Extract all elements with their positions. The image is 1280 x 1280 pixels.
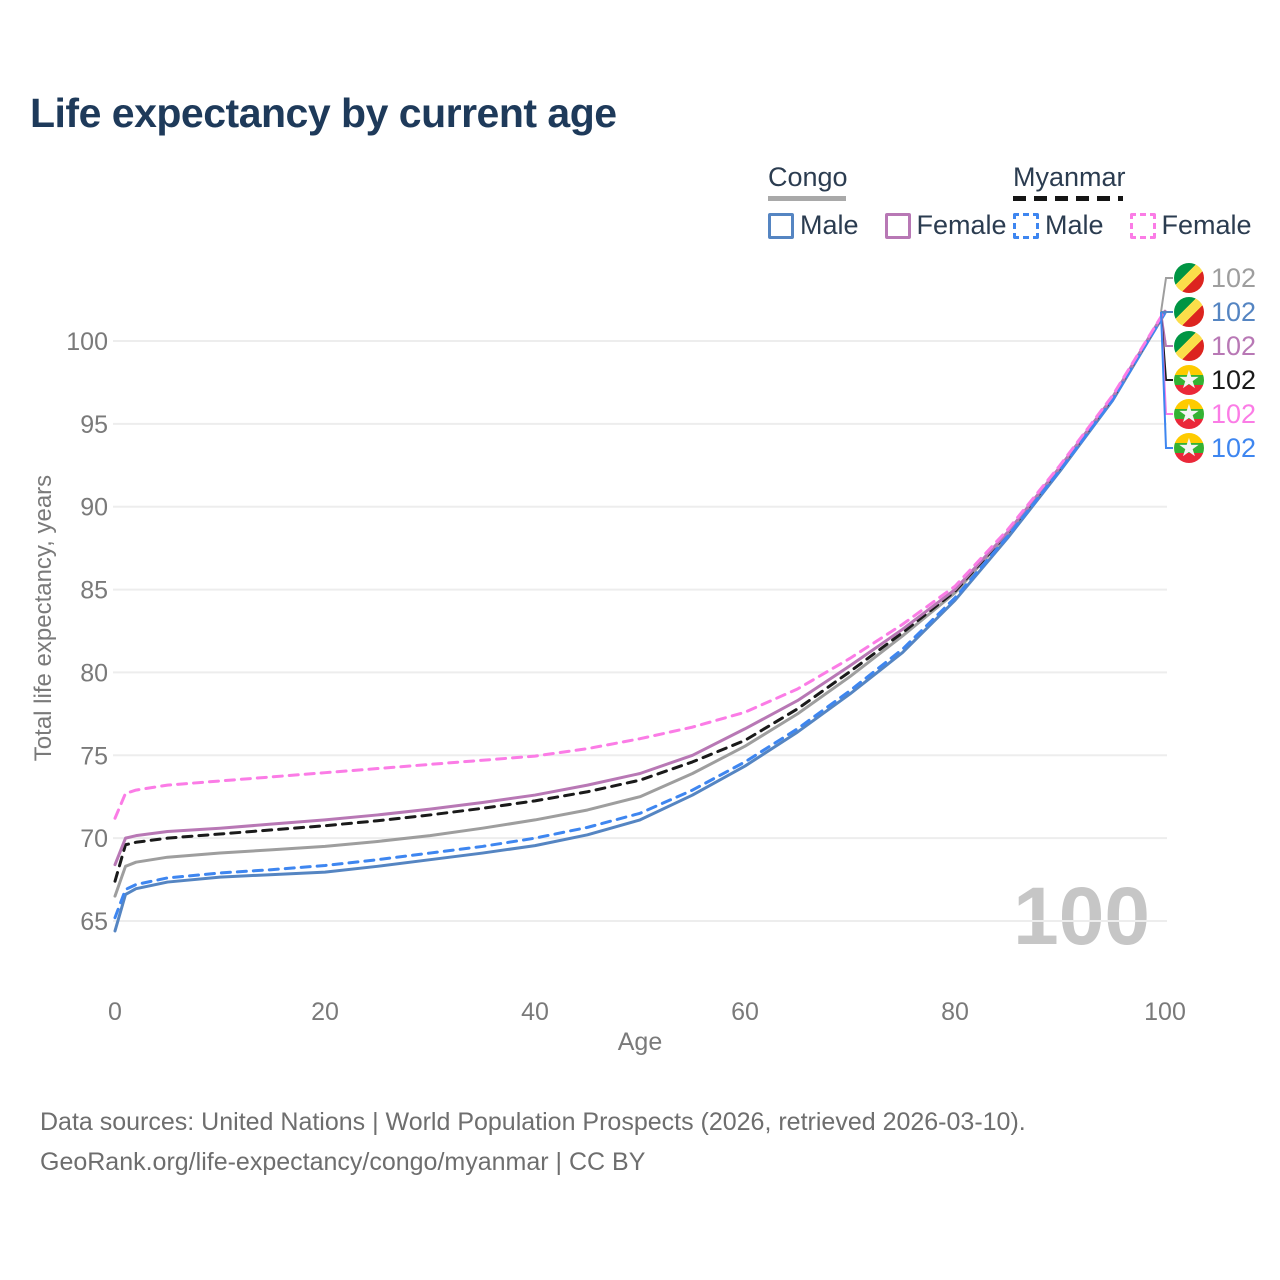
legend-item-congo-male[interactable]: Male: [768, 210, 859, 241]
legend-item-label: Female: [1161, 210, 1252, 240]
end-label-congo-female: 102: [1174, 329, 1256, 363]
y-tick-label: 90: [80, 494, 108, 522]
end-label-myanmar-female: ★ 102: [1174, 397, 1256, 431]
x-tick-label: 20: [311, 998, 339, 1026]
end-label-value: 102: [1211, 296, 1257, 327]
legend-myanmar-line-swatch: [1013, 196, 1123, 201]
myanmar-male-swatch-icon: [1013, 212, 1039, 239]
y-tick-label: 75: [80, 742, 108, 770]
leader-line: [1160, 277, 1173, 313]
legend-myanmar-name: Myanmar: [1013, 162, 1126, 192]
legend-congo-name: Congo: [768, 162, 848, 192]
legend-item-myanmar-male[interactable]: Male: [1013, 210, 1104, 241]
series-line-congo-both-sexes[interactable]: [113, 310, 1167, 898]
endpoint-labels: 102 102 102 ★ 102 ★ 102 ★ 102: [1174, 261, 1256, 465]
end-label-myanmar-male: ★ 102: [1174, 431, 1256, 465]
myanmar-flag-icon: ★: [1174, 399, 1204, 429]
end-label-myanmar-both: ★ 102: [1174, 363, 1256, 397]
legend-item-congo-female[interactable]: Female: [884, 210, 1007, 241]
x-tick-label: 100: [1144, 998, 1186, 1026]
congo-flag-icon: [1174, 297, 1204, 327]
congo-male-swatch-icon: [768, 212, 794, 239]
end-label-value: 102: [1211, 330, 1257, 361]
x-tick-label: 40: [521, 998, 549, 1026]
y-tick-label: 95: [80, 411, 108, 439]
legend-congo-line-swatch: [768, 196, 846, 201]
x-tick-label: 60: [731, 998, 759, 1026]
y-tick-label: 65: [80, 908, 108, 936]
congo-flag-icon: [1174, 263, 1204, 293]
end-label-congo-both: 102: [1174, 261, 1256, 295]
legend-group-congo: Congo Male Female: [768, 162, 1007, 241]
legend-item-label: Male: [1045, 210, 1104, 240]
y-tick-label: 100: [66, 328, 108, 356]
data-source-text: Data sources: United Nations | World Pop…: [40, 1108, 1026, 1136]
y-axis-title: Total life expectancy, years: [30, 474, 57, 762]
congo-female-swatch-icon: [884, 212, 911, 239]
legend-group-myanmar: Myanmar Male Female: [1013, 162, 1252, 241]
y-tick-label: 70: [80, 825, 108, 853]
end-label-value: 102: [1211, 364, 1257, 395]
page-title: Life expectancy by current age: [30, 90, 617, 136]
legend-item-myanmar-female[interactable]: Female: [1129, 210, 1252, 241]
y-tick-label: 80: [80, 659, 108, 687]
myanmar-flag-icon: ★: [1174, 365, 1204, 395]
myanmar-flag-icon: ★: [1174, 433, 1204, 463]
end-label-value: 102: [1211, 432, 1257, 463]
end-label-value: 102: [1211, 262, 1257, 293]
congo-flag-icon: [1174, 331, 1204, 361]
x-axis-title: Age: [617, 1028, 663, 1056]
series-line-myanmar-female[interactable]: [113, 308, 1167, 820]
myanmar-female-swatch-icon: [1129, 212, 1156, 239]
series-line-congo-female[interactable]: [113, 309, 1167, 867]
end-label-congo-male: 102: [1174, 295, 1256, 329]
y-tick-label: 85: [80, 577, 108, 605]
legend-item-label: Female: [916, 210, 1007, 240]
legend-item-label: Male: [800, 210, 859, 240]
leader-line: [1160, 311, 1173, 449]
end-label-value: 102: [1211, 398, 1257, 429]
star-icon: ★: [1177, 400, 1201, 428]
age-counter-watermark: 100: [1013, 871, 1150, 962]
star-icon: ★: [1177, 434, 1201, 462]
x-tick-label: 80: [941, 998, 969, 1026]
series-line-myanmar-male[interactable]: [113, 311, 1167, 920]
star-icon: ★: [1177, 366, 1201, 394]
x-tick-label: 0: [108, 998, 122, 1026]
attribution-text: GeoRank.org/life-expectancy/congo/myanma…: [40, 1148, 646, 1176]
